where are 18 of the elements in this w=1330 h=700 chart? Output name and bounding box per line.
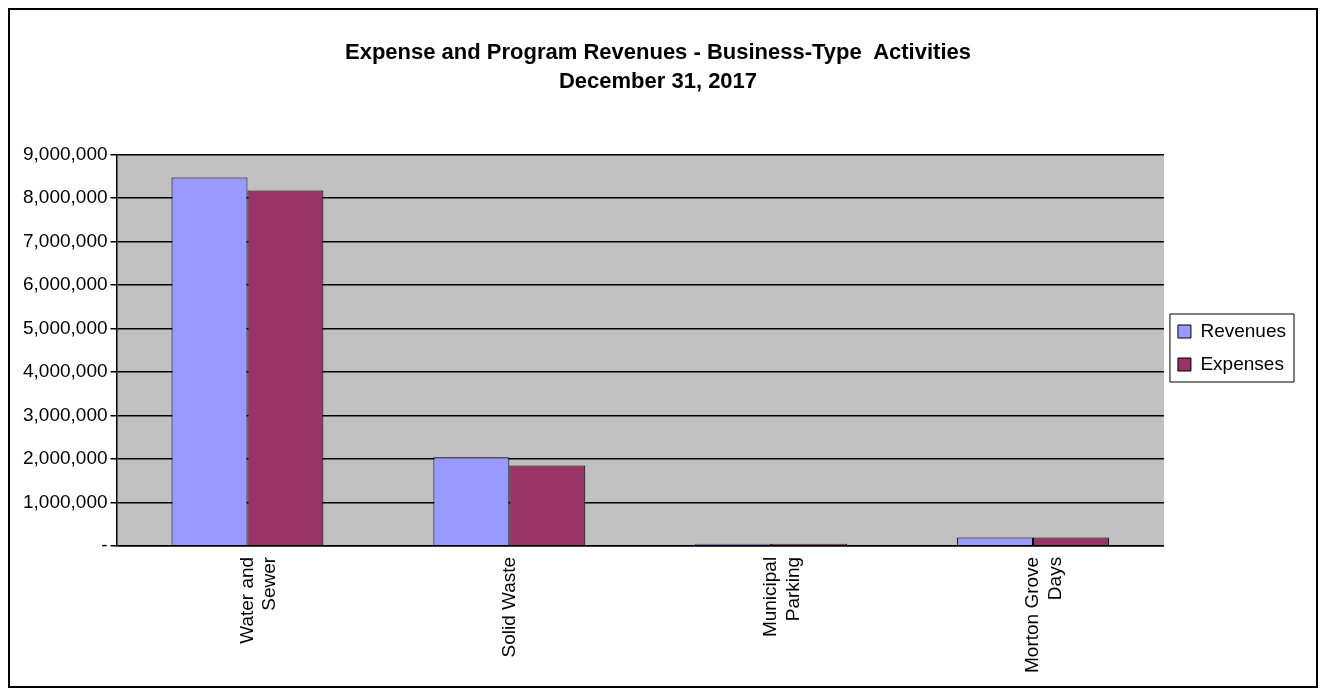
chart-title: Expense and Program Revenues - Business-Type Activities xyxy=(345,39,971,65)
y-tick-label: 9,000,000 xyxy=(22,143,108,165)
x-tick-label: Municipal Parking xyxy=(759,556,804,638)
x-tick-label: Morton Grove Days xyxy=(1021,556,1066,673)
x-tick-label: Water and Sewer xyxy=(235,556,280,644)
y-tick-label: 5,000,000 xyxy=(22,316,108,338)
y-tick-label: 7,000,000 xyxy=(22,229,108,251)
y-tick-label: 4,000,000 xyxy=(22,360,108,382)
y-tick-label: 8,000,000 xyxy=(22,186,108,208)
y-tick-label: 1,000,000 xyxy=(22,490,108,512)
legend-label: Expenses xyxy=(1200,352,1284,374)
x-tick-label: Solid Waste xyxy=(497,556,519,658)
y-tick-label: - xyxy=(101,534,108,556)
y-tick-label: 2,000,000 xyxy=(22,447,108,469)
y-tick-label: 6,000,000 xyxy=(22,273,108,295)
legend-label: Revenues xyxy=(1200,319,1287,341)
y-tick-label: 3,000,000 xyxy=(22,403,108,425)
chart-subtitle: December 31, 2017 xyxy=(558,67,758,93)
